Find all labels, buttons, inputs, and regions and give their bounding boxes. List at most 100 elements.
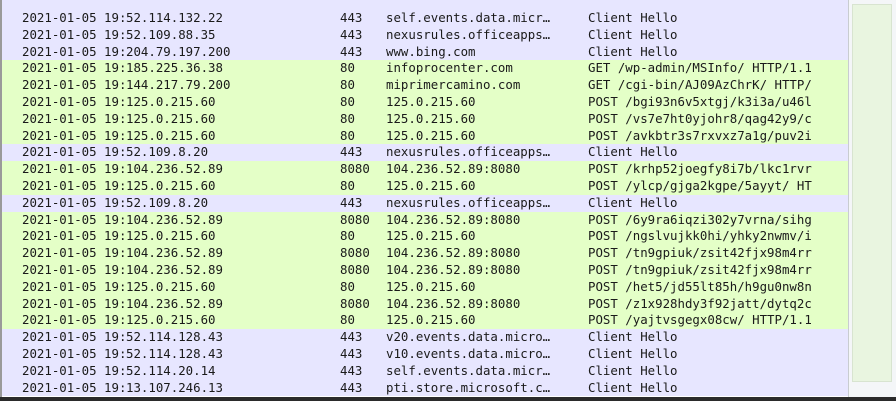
cell-source: 144.217.79.200: [126, 77, 231, 93]
cell-info: POST /krhp52joegfy8i7b/lkc1rvr: [588, 161, 812, 177]
cell-source: 104.236.52.89: [126, 211, 223, 227]
cell-time: 2021-01-05 19:49:15: [22, 194, 124, 210]
cell-host: 104.236.52.89:8080: [386, 211, 521, 227]
cell-info: Client Hello: [588, 26, 678, 42]
packet-row[interactable]: 2021-01-05 19:49:06125.0.215.6080125.0.2…: [2, 110, 848, 128]
cell-port: 443: [340, 10, 363, 25]
cell-info: POST /bgi93n6v5xtgj/k3i3a/u46l: [588, 94, 812, 109]
packet-row[interactable]: 2021-01-05 19:49:1152.109.8.20 443 nexusru…: [2, 144, 848, 162]
cell-source: 125.0.215.60: [126, 127, 216, 143]
cell-host: miprimercamino.com: [386, 77, 521, 93]
packet-row[interactable]: 2021-01-05 19:48:48144.217.79.200 80 mipri…: [2, 77, 848, 94]
cell-time: 2021-01-05 19:49:19: [22, 245, 124, 261]
cell-host: 125.0.215.60: [386, 110, 476, 126]
cell-port: 443: [340, 379, 363, 395]
cell-port: 443: [340, 26, 363, 42]
cell-info: POST /het5/jd55lt85h/h9gu0nw8n: [588, 278, 812, 294]
cell-port: 80: [340, 178, 355, 193]
cell-port: 443: [340, 346, 363, 361]
cell-info: Client Hello: [588, 329, 678, 345]
cell-source: 185.225.36.38: [126, 60, 223, 76]
cell-info: POST /vs7e7ht0yjohr8/qag42y9/c: [588, 110, 812, 126]
cell-info: POST /ylcp/gjga2kgpe/5ayyt/ HT: [588, 178, 812, 193]
packet-row[interactable]: 2021-01-05 19:55:1413.107.246.13 443 pti.s…: [2, 379, 848, 397]
packet-row[interactable]: 2021-01-05 19:51:4652.114.20.14 443 self.e…: [2, 362, 848, 380]
cell-host: 125.0.215.60: [386, 312, 476, 328]
cell-host: v20.events.data.micro…: [386, 329, 551, 345]
cell-time: 2021-01-05 19:55:14: [22, 379, 124, 395]
cell-host: 104.236.52.89:8080: [386, 245, 521, 261]
cell-source: 52.114.128.43: [126, 346, 223, 361]
packet-row[interactable]: 2021-01-05 19:49:38125.0.215.6080125.0.2…: [2, 312, 848, 330]
cell-time: 2021-01-05 19:49:10: [22, 127, 124, 143]
cell-info: Client Hello: [588, 379, 678, 395]
packet-list: 2021-01-05 19:47:1552.114.132.22 443 self.…: [0, 0, 848, 397]
cell-port: 80: [340, 278, 355, 294]
cell-port: 8080: [340, 295, 370, 311]
packet-row[interactable]: 2021-01-05 19:49:15104.236.52.89 8080 104.…: [2, 211, 848, 229]
cell-source: 52.114.132.22: [126, 10, 223, 25]
packet-row[interactable]: 2021-01-05 19:49:14125.0.215.6080125.0.2…: [2, 178, 848, 195]
cell-source: 52.114.128.43: [126, 329, 223, 345]
cell-time: 2021-01-05 19:48:48: [22, 77, 124, 93]
cell-time: 2021-01-05 19:48:58: [22, 94, 124, 109]
cell-time: 2021-01-05 19:47:53: [22, 43, 124, 59]
cell-port: 443: [340, 43, 363, 59]
cell-port: 80: [340, 60, 355, 76]
cell-source: 125.0.215.60: [126, 278, 216, 294]
cell-source: 13.107.246.13: [126, 379, 223, 395]
packet-row[interactable]: 2021-01-05 19:49:1552.109.8.20 443 nexusru…: [2, 194, 848, 212]
packet-row[interactable]: 2021-01-05 19:49:11104.236.52.89 8080 104.…: [2, 161, 848, 178]
cell-host: v10.events.data.micro…: [386, 346, 551, 361]
cell-time: 2021-01-05 19:49:06: [22, 110, 124, 126]
cell-source: 125.0.215.60: [126, 110, 216, 126]
cell-port: 8080: [340, 262, 370, 277]
cell-port: 80: [340, 312, 355, 328]
cell-host: 104.236.52.89:8080: [386, 262, 521, 277]
cut-row: [2, 0, 848, 10]
cell-info: POST /avkbtr3s7rxvxz7a1g/puv2i: [588, 127, 812, 143]
cell-source: 52.109.8.20: [126, 194, 209, 210]
cell-port: 8080: [340, 245, 370, 261]
scroll-thumb[interactable]: [852, 4, 892, 382]
packet-row[interactable]: 2021-01-05 19:51:2852.114.128.43 443 v20.e…: [2, 329, 848, 346]
cell-time: 2021-01-05 19:47:16: [22, 26, 124, 42]
cell-info: GET /cgi-bin/AJ09AzChrK/ HTTP/: [588, 77, 812, 93]
cell-info: POST /6y9ra6iqzi302y7vrna/sihg: [588, 211, 812, 227]
cell-info: Client Hello: [588, 346, 678, 361]
packet-row[interactable]: 2021-01-05 19:51:2952.114.128.43 443 v10.e…: [2, 346, 848, 363]
cell-port: 443: [340, 329, 363, 345]
cell-info: Client Hello: [588, 144, 678, 160]
cell-time: 2021-01-05 19:47:15: [22, 10, 124, 25]
cell-source: 52.114.20.14: [126, 362, 216, 378]
packet-row[interactable]: 2021-01-05 19:49:25104.236.52.89 8080 104.…: [2, 295, 848, 313]
cell-time: 2021-01-05 19:51:29: [22, 346, 124, 361]
cell-info: POST /yajtvsgegx08cw/ HTTP/1.1: [588, 312, 812, 328]
packet-row[interactable]: 2021-01-05 19:47:53204.79.197.200 443 www.…: [2, 43, 848, 61]
cell-time: 2021-01-05 19:49:11: [22, 144, 124, 160]
cell-host: 104.236.52.89:8080: [386, 161, 521, 177]
packet-row[interactable]: 2021-01-05 19:49:19125.0.215.6080125.0.2…: [2, 228, 848, 246]
packet-row[interactable]: 2021-01-05 19:47:1552.114.132.22 443 self.…: [2, 10, 848, 27]
cell-time: 2021-01-05 19:49:14: [22, 178, 124, 193]
packet-row[interactable]: 2021-01-05 19:47:1652.109.88.35 443 nexusr…: [2, 26, 848, 44]
cell-host: 125.0.215.60: [386, 94, 476, 109]
packet-row[interactable]: 2021-01-05 19:49:10125.0.215.6080125.0.2…: [2, 127, 848, 145]
packet-row[interactable]: 2021-01-05 19:48:58125.0.215.6080125.0.2…: [2, 94, 848, 111]
cell-info: GET /wp-admin/MSInfo/ HTTP/1.1: [588, 60, 812, 76]
packet-row[interactable]: 2021-01-05 19:48:48185.225.36.38 80 infopr…: [2, 60, 848, 78]
cell-port: 80: [340, 228, 355, 244]
cell-port: 443: [340, 144, 363, 160]
cell-time: 2021-01-05 19:49:19: [22, 262, 124, 277]
cell-port: 443: [340, 362, 363, 378]
packet-row[interactable]: 2021-01-05 19:49:25125.0.215.6080125.0.2…: [2, 278, 848, 296]
cell-source: 125.0.215.60: [126, 312, 216, 328]
cell-info: Client Hello: [588, 362, 678, 378]
cell-info: POST /tn9gpiuk/zsit42fjx98m4rr: [588, 262, 812, 277]
cell-time: 2021-01-05 19:49:19: [22, 228, 124, 244]
cell-host: self.events.data.micr…: [386, 10, 551, 25]
cell-time: 2021-01-05 19:49:38: [22, 312, 124, 328]
